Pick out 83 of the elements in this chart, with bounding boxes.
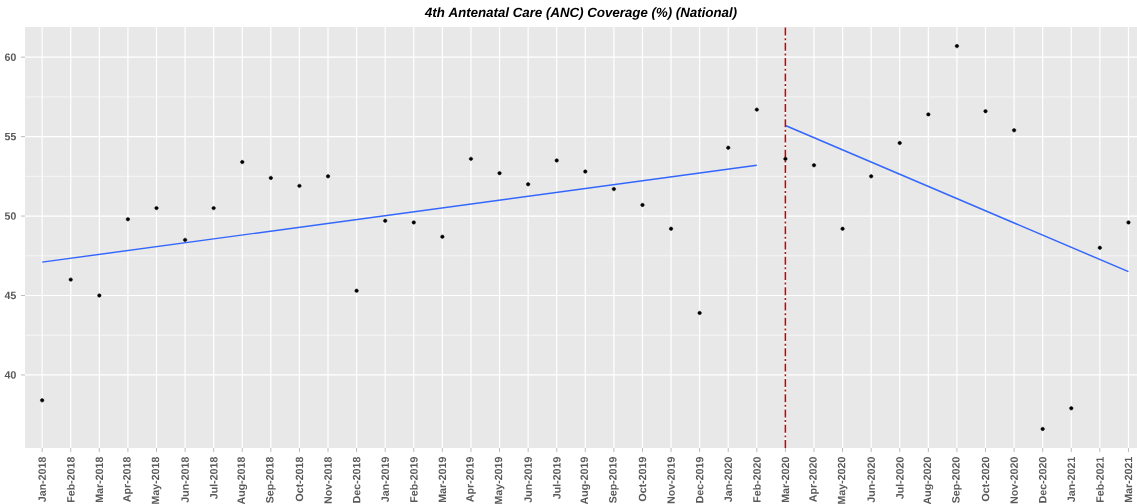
x-tick-label: Oct-2018 [295,457,304,502]
x-tick-label: Jun-2018 [181,457,189,503]
point [840,226,845,231]
x-tick-label: Oct-2020 [981,457,990,502]
point [68,277,73,282]
point [697,310,702,315]
x-tick-label: Jun-2019 [524,457,532,503]
x-tick-label: Sep-2018 [266,457,276,504]
x-tick-label: Jan-2020 [724,457,732,503]
x-tick-label: Mar-2019 [438,457,447,503]
point [297,183,302,188]
x-tick-label: Aug-2020 [923,457,934,504]
x-tick-label: Apr-2020 [809,457,819,502]
point [40,398,45,403]
x-tick-label: May-2019 [494,457,505,504]
point [497,171,502,176]
y-tick-label: 55 [4,132,17,141]
x-tick-label: Jan-2021 [1067,456,1076,503]
x-tick-label: Feb-2020 [752,457,761,503]
x-tick-label: Feb-2018 [66,457,75,503]
point [954,44,959,49]
x-tick-label: Mar-2020 [781,457,790,503]
x-tick-label: Feb-2019 [409,457,418,503]
point [125,217,130,222]
x-tick-label: Apr-2019 [466,457,476,502]
point [1040,426,1045,431]
point [611,187,616,192]
x-tick-label: Dec-2019 [695,457,704,503]
point [869,174,874,179]
point [240,160,245,165]
point [812,163,816,168]
point [468,156,473,161]
point [669,226,674,231]
point [411,220,416,225]
point [583,169,588,174]
x-tick-label: Aug-2018 [237,457,248,504]
point [783,156,788,161]
x-tick-label: Jul-2018 [209,457,218,500]
point [183,237,188,242]
y-tick-label: 60 [4,53,16,61]
x-tick-label: Nov-2019 [667,457,675,504]
x-tick-label: Sep-2019 [609,457,619,504]
x-tick-label: Jul-2020 [895,457,904,500]
point [211,206,216,211]
x-tick-label: Mar-2021 [1124,456,1133,503]
point [983,109,988,114]
point [897,140,902,145]
point [326,174,331,179]
x-tick-label: Nov-2020 [1010,457,1018,504]
x-tick-label: Sep-2020 [952,457,962,504]
x-tick-label: Jul-2019 [552,457,561,500]
x-tick-label: Feb-2021 [1095,456,1104,503]
point [640,202,645,207]
point [154,206,159,211]
point [1097,245,1102,250]
x-tick-label: Oct-2019 [638,457,647,502]
x-tick-label: Apr-2018 [123,457,133,502]
x-tick-label: Aug-2019 [580,457,591,504]
x-tick-label: Mar-2018 [95,457,104,503]
point [726,145,731,150]
point [926,112,931,117]
point [754,107,759,112]
x-tick-label: Dec-2020 [1038,457,1047,503]
x-tick-label: May-2020 [837,457,848,504]
point [1012,128,1017,133]
point [440,234,445,239]
y-tick-label: 50 [4,212,16,220]
point [354,288,359,293]
x-tick-label: Jun-2020 [867,457,875,503]
y-tick-label: 40 [4,371,16,379]
point [1069,406,1074,411]
point [97,293,102,298]
point [526,182,531,187]
x-tick-label: May-2018 [151,457,162,504]
x-tick-label: Nov-2018 [324,457,332,504]
x-tick-label: Jan-2019 [381,457,389,503]
x-tick-label: Dec-2018 [352,457,361,503]
x-tick-label: Jan-2018 [38,457,46,503]
point [383,218,388,223]
y-tick-label: 45 [4,291,17,300]
point [554,158,559,163]
point [268,175,273,180]
chart-title: 4th Antenatal Care (ANC) Coverage (%) (National) [424,7,737,20]
